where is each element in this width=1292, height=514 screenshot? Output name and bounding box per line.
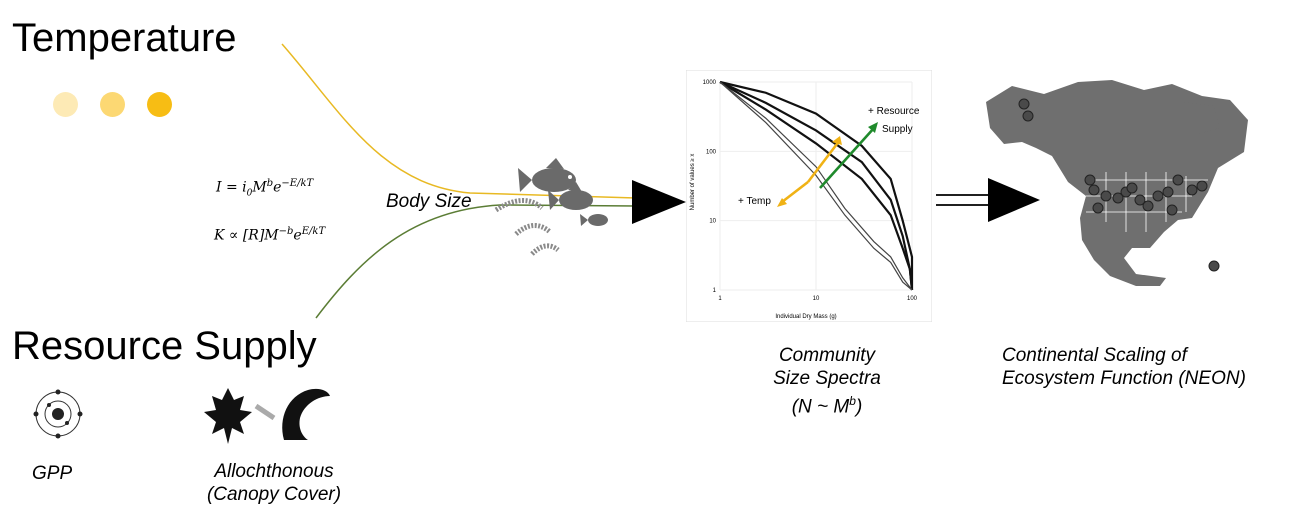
chart-series — [719, 80, 914, 291]
leaf-icon — [204, 388, 252, 444]
continental-caption: Continental Scaling of Ecosystem Functio… — [1002, 345, 1246, 389]
site-point — [1172, 174, 1184, 186]
site-point — [1142, 200, 1154, 212]
fish-icon — [518, 158, 576, 192]
size-spectra-chart: 1 10 100 1000 100 10 1 + Temp + Resource Suppl… — [686, 70, 932, 322]
y-tick-label: 100 — [706, 149, 717, 155]
site-point — [1018, 98, 1030, 110]
fish-icon — [580, 214, 608, 226]
connector-icon — [254, 403, 276, 421]
north-america-map — [986, 80, 1248, 286]
chart-ticks: 1 10 100 1000 100 10 1 — [703, 80, 918, 302]
site-points — [1018, 98, 1220, 272]
temperature-heading: Temperature — [12, 16, 237, 60]
organisms-group — [494, 158, 608, 256]
allochthonous-icons — [204, 388, 330, 444]
site-point — [1088, 184, 1100, 196]
site-point — [1208, 260, 1220, 272]
metabolic-equation: I = i0Mbe−E/kT — [216, 178, 314, 199]
island-shape — [1182, 102, 1220, 134]
temp-annotation: + Temp — [738, 196, 771, 207]
site-point — [1152, 190, 1164, 202]
resource-supply-heading: Resource Supply — [12, 324, 317, 368]
x-tick-label: 10 — [813, 296, 820, 302]
allochthonous-label: Allochthonous (Canopy Cover) — [206, 461, 342, 505]
temperature-arrow — [781, 180, 809, 204]
series-line — [719, 80, 914, 290]
temperature-dot-high — [147, 92, 172, 117]
y-tick-label: 1000 — [703, 80, 717, 86]
atom-icon — [33, 389, 83, 439]
caterpillar-icon — [282, 388, 330, 440]
site-point — [1092, 202, 1104, 214]
continent-shape — [986, 80, 1248, 286]
resource-annotation: + Resource — [868, 106, 920, 117]
fish-icon — [548, 182, 593, 210]
y-tick-label: 1 — [713, 288, 717, 294]
site-point — [1084, 174, 1096, 186]
temperature-dot-mid — [100, 92, 125, 117]
chart-ylabel: Number of values ≥ x — [690, 154, 696, 211]
site-point — [1112, 192, 1124, 204]
supply-annotation: Supply — [882, 124, 913, 135]
site-point — [1186, 184, 1198, 196]
y-tick-label: 10 — [709, 219, 716, 225]
site-point — [1196, 180, 1208, 192]
series-line — [719, 81, 913, 291]
arrow-head-icon — [988, 178, 1040, 222]
chart-xlabel: Individual Dry Mass (g) — [775, 314, 836, 320]
site-point — [1126, 182, 1138, 194]
site-point — [1166, 204, 1178, 216]
x-tick-label: 100 — [907, 296, 918, 302]
invertebrate-icon — [494, 198, 560, 256]
resource-arrow — [819, 127, 875, 189]
site-point — [1134, 194, 1146, 206]
site-point — [1022, 110, 1034, 122]
resource-flow-line — [315, 204, 637, 319]
temperature-dot-low — [53, 92, 78, 117]
series-line — [719, 81, 913, 291]
x-tick-label: 1 — [718, 296, 722, 302]
carrying-capacity-equation: K ∝ [R]M−beE/kT — [214, 226, 326, 244]
gpp-label: GPP — [32, 463, 73, 484]
arrow-head-icon — [632, 180, 686, 224]
site-point — [1100, 190, 1112, 202]
spectra-caption: Community Size Spectra (N ~ Mb) — [773, 345, 881, 418]
temperature-flow-line — [281, 43, 637, 199]
body-size-label: Body Size — [386, 191, 472, 212]
site-point — [1162, 186, 1174, 198]
series-line — [719, 81, 914, 291]
